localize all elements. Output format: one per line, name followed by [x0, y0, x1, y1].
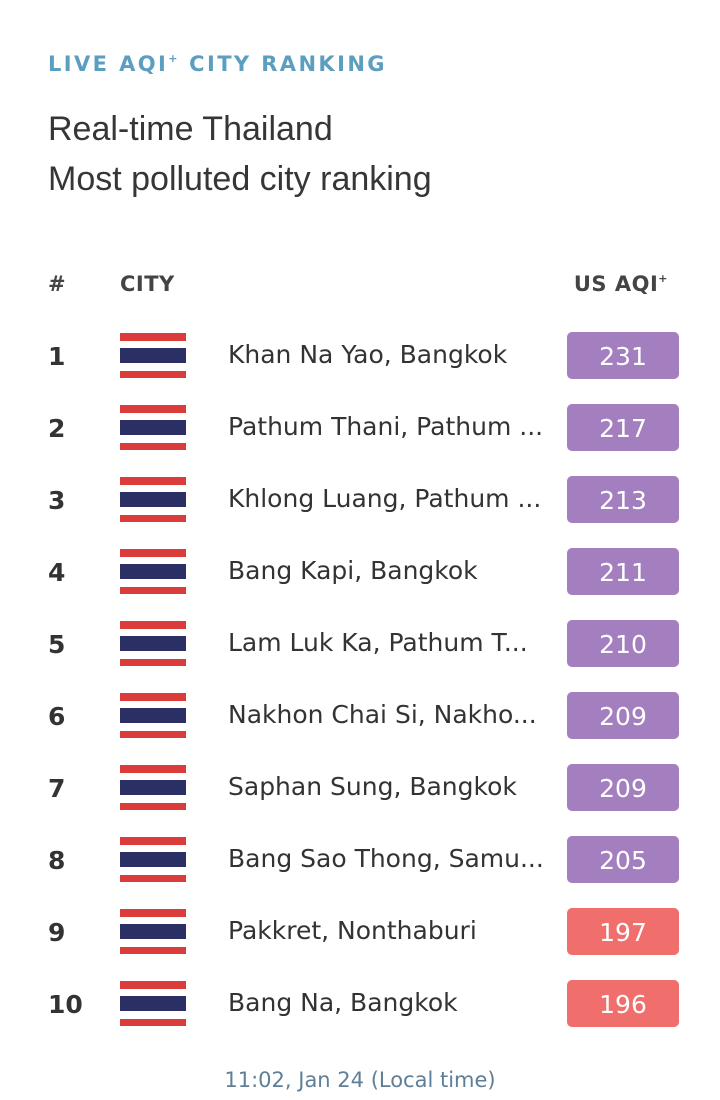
page-title: Real-time Thailand Most polluted city ra…: [48, 104, 432, 204]
rank-number: 9: [48, 918, 66, 947]
city-name-link[interactable]: Lam Luk Ka, Pathum T...: [228, 628, 528, 657]
aqi-badge: 210: [567, 620, 679, 667]
aqi-badge: 209: [567, 764, 679, 811]
rank-number: 7: [48, 774, 66, 803]
rank-number: 10: [48, 990, 83, 1019]
thailand-flag-icon: [120, 765, 186, 810]
rank-number: 5: [48, 630, 66, 659]
ranking-row[interactable]: 9 Pakkret, Nonthaburi 197: [0, 896, 720, 968]
aqi-badge: 211: [567, 548, 679, 595]
ranking-list: 1 Khan Na Yao, Bangkok 231 2 Pathum Thani, P…: [0, 320, 720, 1040]
ranking-row[interactable]: 3 Khlong Luang, Pathum ... 213: [0, 464, 720, 536]
ranking-row[interactable]: 7 Saphan Sung, Bangkok 209: [0, 752, 720, 824]
thailand-flag-icon: [120, 693, 186, 738]
city-name-link[interactable]: Bang Na, Bangkok: [228, 988, 458, 1017]
column-header-aqi-plus: +: [658, 272, 668, 285]
city-name-link[interactable]: Khan Na Yao, Bangkok: [228, 340, 508, 369]
ranking-row[interactable]: 5 Lam Luk Ka, Pathum T... 210: [0, 608, 720, 680]
aqi-badge: 231: [567, 332, 679, 379]
title-line-1: Real-time Thailand: [48, 110, 333, 148]
eyebrow-label: LIVE AQI: [48, 52, 169, 76]
thailand-flag-icon: [120, 405, 186, 450]
aqi-badge: 197: [567, 908, 679, 955]
city-name-link[interactable]: Pakkret, Nonthaburi: [228, 916, 477, 945]
update-timestamp: 11:02, Jan 24 (Local time): [224, 1068, 496, 1092]
aqi-badge: 196: [567, 980, 679, 1027]
aqi-badge: 205: [567, 836, 679, 883]
thailand-flag-icon: [120, 981, 186, 1026]
ranking-row[interactable]: 4 Bang Kapi, Bangkok 211: [0, 536, 720, 608]
section-eyebrow: LIVE AQI+ CITY RANKING: [48, 52, 387, 76]
thailand-flag-icon: [120, 909, 186, 954]
column-header-aqi: US AQI+: [574, 272, 668, 296]
ranking-row[interactable]: 6 Nakhon Chai Si, Nakho... 209: [0, 680, 720, 752]
rank-number: 2: [48, 414, 66, 443]
thailand-flag-icon: [120, 621, 186, 666]
column-header-aqi-label: US AQI: [573, 272, 659, 296]
thailand-flag-icon: [120, 837, 186, 882]
eyebrow-plus: +: [168, 52, 178, 65]
rank-number: 1: [48, 342, 66, 371]
eyebrow-label-rest: CITY RANKING: [189, 52, 387, 76]
thailand-flag-icon: [120, 549, 186, 594]
title-line-2: Most polluted city ranking: [48, 160, 432, 198]
city-name-link[interactable]: Bang Sao Thong, Samu...: [228, 844, 544, 873]
city-name-link[interactable]: Nakhon Chai Si, Nakho...: [228, 700, 537, 729]
aqi-badge: 217: [567, 404, 679, 451]
aqi-badge: 213: [567, 476, 679, 523]
rank-number: 3: [48, 486, 66, 515]
rank-number: 8: [48, 846, 66, 875]
ranking-row[interactable]: 2 Pathum Thani, Pathum ... 217: [0, 392, 720, 464]
city-name-link[interactable]: Pathum Thani, Pathum ...: [228, 412, 544, 441]
rank-number: 4: [48, 558, 66, 587]
column-header-rank: #: [48, 272, 66, 296]
thailand-flag-icon: [120, 477, 186, 522]
thailand-flag-icon: [120, 333, 186, 378]
column-header-city: CITY: [120, 272, 175, 296]
ranking-row[interactable]: 1 Khan Na Yao, Bangkok 231: [0, 320, 720, 392]
city-name-link[interactable]: Khlong Luang, Pathum ...: [228, 484, 542, 513]
ranking-row[interactable]: 8 Bang Sao Thong, Samu... 205: [0, 824, 720, 896]
city-name-link[interactable]: Saphan Sung, Bangkok: [228, 772, 517, 801]
aqi-badge: 209: [567, 692, 679, 739]
city-name-link[interactable]: Bang Kapi, Bangkok: [228, 556, 478, 585]
rank-number: 6: [48, 702, 66, 731]
ranking-row[interactable]: 10 Bang Na, Bangkok 196: [0, 968, 720, 1040]
